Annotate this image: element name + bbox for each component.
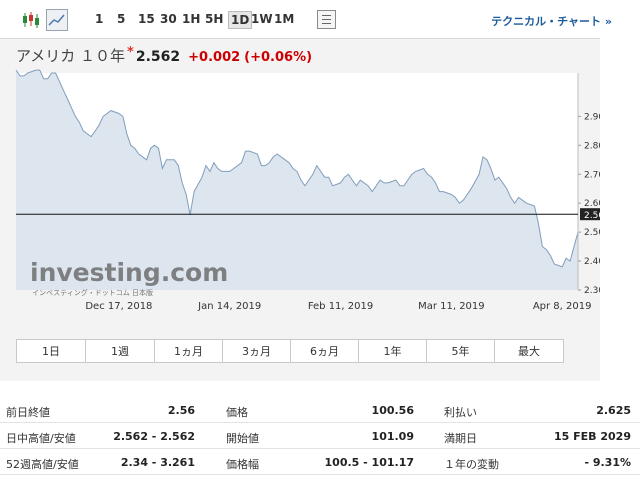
timeframe-1d[interactable]: 1D	[228, 11, 253, 29]
candlestick-icon[interactable]	[20, 9, 42, 31]
period-button-1[interactable]: 1週	[85, 339, 155, 363]
instrument-name: アメリカ １０年	[16, 47, 126, 65]
stats-row: 前日終値 2.56 価格 100.56 利払い 2.625	[0, 398, 640, 423]
stat-label: 52週高値/安値	[6, 458, 79, 471]
timeframe-1w[interactable]: 1W	[251, 12, 273, 26]
price-change: +0.002	[188, 50, 241, 65]
investing-watermark-tagline: インベスティング・ドットコム 日本版	[32, 288, 153, 297]
x-tick-label: Dec 17, 2018	[85, 301, 152, 312]
period-button-6[interactable]: 5年	[426, 339, 495, 363]
stat-label: １年の変動	[444, 458, 499, 471]
investing-watermark: investing.com	[30, 258, 228, 287]
x-tick-label: Feb 11, 2019	[308, 301, 373, 312]
stat-label: 利払い	[444, 406, 477, 419]
stat-label: 日中高値/安値	[6, 432, 76, 445]
stat-value: 101.09	[371, 430, 414, 443]
period-button-7[interactable]: 最大	[494, 339, 564, 363]
stat-value: - 9.31%	[584, 456, 631, 469]
stat-label: 価格幅	[226, 458, 259, 471]
period-button-5[interactable]: 1年	[358, 339, 427, 363]
stat-value: 100.56	[371, 404, 414, 417]
period-button-3[interactable]: 3ヵ月	[222, 339, 291, 363]
stat-value: 2.34 - 3.261	[120, 456, 195, 469]
last-price: 2.562	[135, 49, 181, 65]
y-tick-label: 2.700	[584, 170, 600, 180]
y-tick-label: 2.600	[584, 199, 600, 209]
timeframe-15[interactable]: 15	[138, 12, 155, 26]
stat-label: 開始値	[226, 432, 259, 445]
stats-row: 日中高値/安値 2.562 - 2.562 開始値 101.09 満期日 15 FEB 2…	[0, 424, 640, 449]
technical-chart-link[interactable]: テクニカル・チャート »	[491, 15, 612, 28]
timeframe-1[interactable]: 1	[95, 12, 104, 26]
current-price-label-bg	[580, 208, 600, 221]
price-change-percent: (+0.06%)	[244, 50, 313, 65]
stat-value: 2.562 - 2.562	[113, 430, 195, 443]
stat-value: 2.56	[167, 404, 195, 417]
timeframe-30[interactable]: 30	[160, 12, 177, 26]
x-tick-label: Mar 11, 2019	[418, 301, 485, 312]
period-selector: 1日 1週 1ヵ月 3ヵ月 6ヵ月 1年 5年 最大	[16, 339, 564, 363]
price-line	[15, 69, 579, 268]
period-button-4[interactable]: 6ヵ月	[290, 339, 359, 363]
y-tick-label: 2.300	[584, 286, 600, 296]
stat-value: 100.5 - 101.17	[324, 456, 414, 469]
current-price-label: 2.562	[584, 211, 600, 221]
timeframe-5[interactable]: 5	[117, 12, 126, 26]
chart-panel: 2.900 2.800 2.700 2.600 2.500 2.400 2.300 2.562…	[0, 38, 600, 381]
y-tick-label: 2.500	[584, 228, 600, 238]
stat-value: 15 FEB 2029	[554, 430, 631, 443]
stats-row: 52週高値/安値 2.34 - 3.261 価格幅 100.5 - 101.17 １年の…	[0, 450, 640, 475]
line-chart-icon[interactable]	[46, 9, 68, 31]
stat-value: 2.625	[596, 404, 631, 417]
quote-header: アメリカ １０年 * 2.562 +0.002 (+0.06%)	[16, 45, 312, 65]
x-tick-label: Apr 8, 2019	[533, 301, 592, 312]
timeframe-1m[interactable]: 1M	[274, 12, 295, 26]
timeframe-5h[interactable]: 5H	[205, 12, 224, 26]
price-area	[16, 70, 578, 290]
stat-label: 価格	[226, 406, 248, 419]
realtime-star: *	[127, 45, 134, 60]
timeframe-1h[interactable]: 1H	[182, 12, 201, 26]
y-tick-label: 2.800	[584, 141, 600, 151]
stat-label: 満期日	[444, 432, 477, 445]
chart-settings-icon[interactable]	[317, 10, 336, 29]
period-button-0[interactable]: 1日	[16, 339, 86, 363]
price-chart[interactable]: 2.900 2.800 2.700 2.600 2.500 2.400 2.300 2.562…	[0, 39, 600, 381]
x-tick-label: Jan 14, 2019	[197, 301, 261, 312]
period-button-2[interactable]: 1ヵ月	[154, 339, 223, 363]
chart-toolbar: 1 5 15 30 1H 5H 1D 1W 1M テクニカル・チャート »	[0, 0, 640, 40]
y-tick-label: 2.400	[584, 257, 600, 267]
y-tick-label: 2.900	[584, 112, 600, 122]
stat-label: 前日終値	[6, 406, 50, 419]
